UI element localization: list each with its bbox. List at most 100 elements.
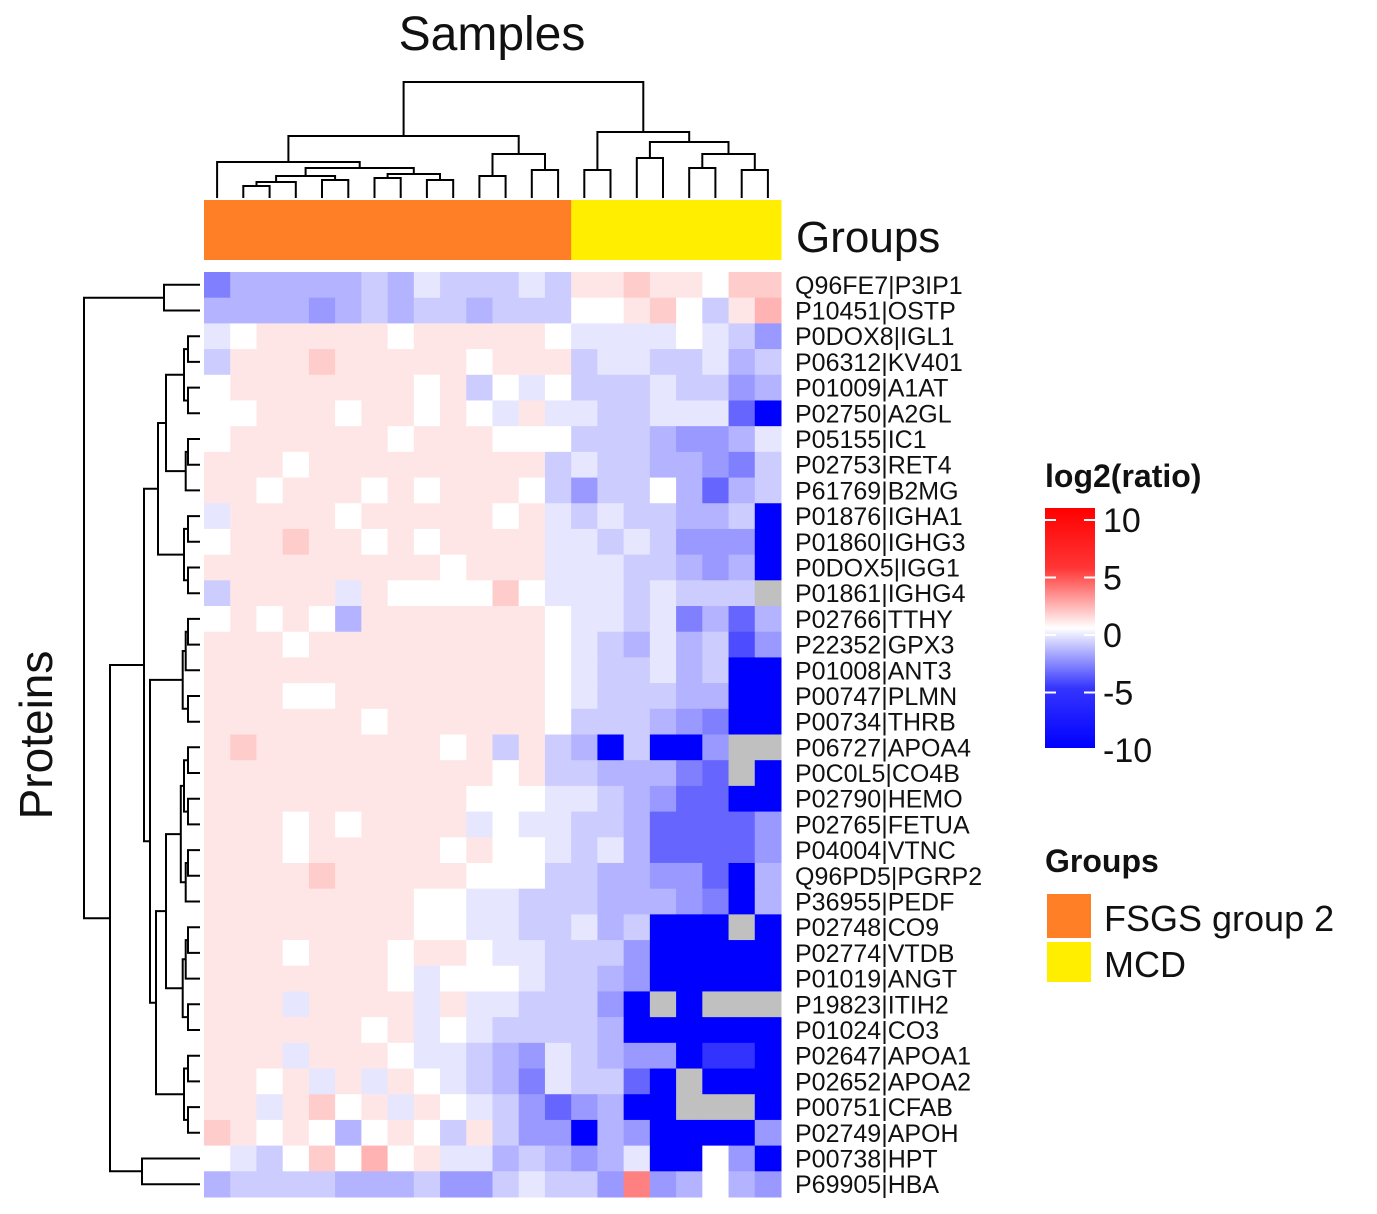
- heatmap-cell: [676, 1119, 703, 1147]
- heatmap-cell: [361, 272, 389, 299]
- dendrogram-branch: [187, 695, 200, 723]
- heatmap-cell: [308, 862, 336, 890]
- heatmap-cell: [649, 657, 677, 684]
- heatmap-cell: [676, 349, 703, 376]
- heatmap-cell: [256, 528, 284, 556]
- heatmap-cell: [571, 451, 598, 479]
- heatmap-cell: [571, 1068, 598, 1095]
- heatmap-cell: [544, 888, 572, 915]
- heatmap-cell: [597, 554, 625, 581]
- heatmap-cell: [492, 657, 520, 684]
- dendrogram-branch: [184, 862, 200, 903]
- heatmap-cell: [571, 837, 598, 864]
- group-track-cell: [597, 200, 625, 260]
- heatmap-cell: [702, 323, 730, 350]
- heatmap-cell: [308, 734, 336, 761]
- heatmap-cell: [544, 1068, 572, 1095]
- heatmap-cell: [623, 528, 651, 556]
- heatmap-cell: [440, 708, 467, 735]
- heatmap-cell: [256, 1171, 284, 1198]
- heatmap-cell: [649, 914, 677, 941]
- heatmap-cell: [387, 914, 415, 941]
- heatmap-cell: [544, 451, 572, 479]
- group-track-cell: [230, 200, 257, 260]
- heatmap-cell: [597, 965, 625, 992]
- heatmap-cell: [571, 888, 598, 915]
- heatmap-cell: [230, 991, 257, 1018]
- heatmap-cell: [282, 837, 310, 864]
- heatmap-cell: [440, 1017, 467, 1044]
- heatmap-cell: [702, 606, 730, 633]
- heatmap-cell: [728, 657, 756, 684]
- heatmap-cell: [754, 888, 782, 915]
- heatmap-cell: [676, 914, 703, 941]
- heatmap-cell: [387, 1171, 415, 1198]
- heatmap-cell: [335, 785, 362, 813]
- heatmap-cell: [544, 323, 572, 350]
- heatmap-cell: [544, 1042, 572, 1070]
- heatmap-cell: [676, 606, 703, 633]
- dendrogram-branch: [648, 141, 730, 158]
- heatmap-cell: [440, 657, 467, 684]
- heatmap-cell: [702, 785, 730, 813]
- heatmap-cell: [256, 837, 284, 864]
- heatmap-cell: [361, 451, 389, 479]
- heatmap-cell: [466, 914, 493, 941]
- protein-labels: Q96FE7|P3IP1P10451|OSTPP0DOX8|IGL1P06312…: [795, 272, 982, 1199]
- heatmap-cell: [571, 1145, 598, 1172]
- heatmap-cell: [387, 297, 415, 324]
- heatmap-cell: [335, 451, 362, 479]
- heatmap-cell: [413, 760, 441, 787]
- heatmap-cell: [649, 1017, 677, 1044]
- heatmap-cell: [544, 914, 572, 941]
- heatmap-cell: [282, 785, 310, 813]
- heatmap-cell: [440, 554, 467, 581]
- heatmap-cell: [256, 297, 284, 324]
- heatmap-cell: [282, 554, 310, 581]
- heatmap-cell: [413, 862, 441, 890]
- heatmap-cell: [204, 708, 231, 735]
- heatmap-cell: [597, 503, 625, 530]
- heatmap-cell: [335, 528, 362, 556]
- heatmap-cell: [702, 965, 730, 992]
- heatmap-cell: [466, 683, 493, 710]
- heatmap-cell: [676, 528, 703, 556]
- heatmap-cell: [308, 1094, 336, 1121]
- heatmap-cell: [361, 580, 389, 607]
- heatmap-cell: [649, 734, 677, 761]
- heatmap-cell: [440, 965, 467, 992]
- heatmap-cell: [387, 400, 415, 427]
- heatmap-cell: [335, 940, 362, 967]
- heatmap-cell: [335, 272, 362, 299]
- heatmap-cell: [544, 965, 572, 992]
- heatmap-cell: [204, 426, 231, 453]
- color-legend-title: log2(ratio): [1045, 458, 1201, 494]
- heatmap-cell: [518, 991, 546, 1018]
- heatmap-cell: [702, 503, 730, 530]
- dendrogram-branch: [83, 296, 164, 920]
- heatmap-cell: [676, 631, 703, 658]
- heatmap-cell: [649, 400, 677, 427]
- heatmap-cell: [649, 606, 677, 633]
- heatmap-cell: [597, 323, 625, 350]
- heatmap-cell: [649, 1119, 677, 1147]
- heatmap-cell: [649, 1145, 677, 1172]
- heatmap-cell: [204, 991, 231, 1018]
- heatmap-cell: [204, 503, 231, 530]
- heatmap-cell: [649, 554, 677, 581]
- heatmap-cell: [335, 1094, 362, 1121]
- heatmap-cell: [282, 631, 310, 658]
- heatmap-cell: [728, 1042, 756, 1070]
- heatmap-cell: [676, 580, 703, 607]
- dendrogram-branch: [635, 157, 664, 198]
- heatmap-cell: [754, 426, 782, 453]
- heatmap-cell: [518, 374, 546, 401]
- protein-label: P02750|A2GL: [795, 400, 952, 428]
- heatmap-cell: [492, 760, 520, 787]
- heatmap-cell: [571, 323, 598, 350]
- heatmap-cell: [623, 1145, 651, 1172]
- heatmap-cell: [256, 426, 284, 453]
- heatmap-cell: [256, 554, 284, 581]
- heatmap-cell: [387, 323, 415, 350]
